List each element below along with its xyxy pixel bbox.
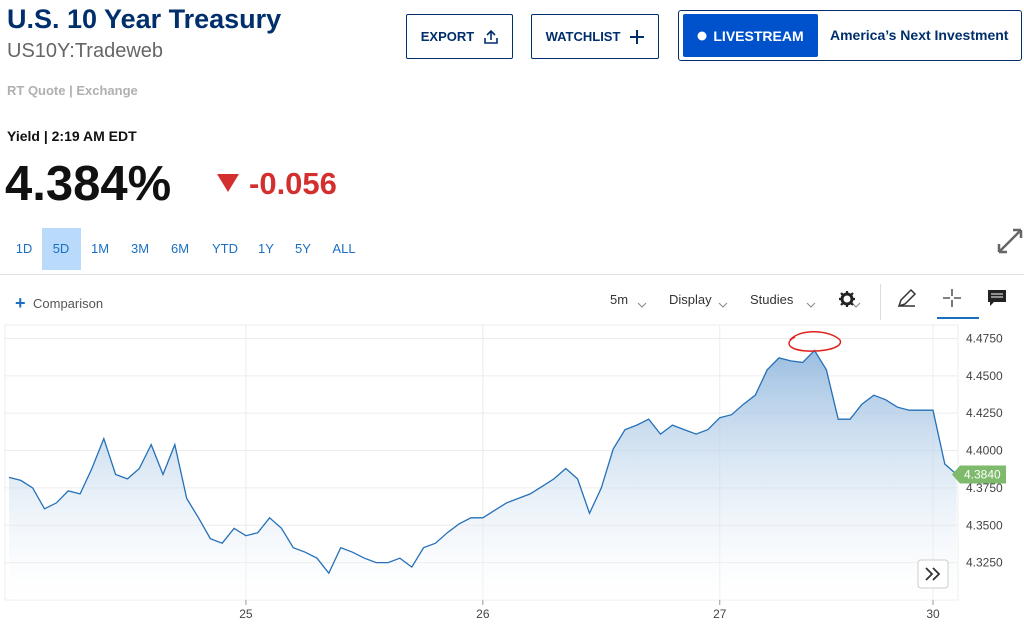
range-tab[interactable]: 1M: [90, 241, 110, 256]
comparison[interactable]: Comparison: [33, 296, 104, 311]
comment-icon[interactable]: [987, 289, 1007, 307]
range-tab[interactable]: 1D: [15, 241, 33, 256]
livestream-button[interactable]: LIVESTREAM: [683, 14, 818, 57]
separator: [0, 274, 1024, 275]
watchlist-label: WATCHLIST: [545, 29, 621, 44]
annotation-circle: [788, 331, 841, 352]
watchlist-button[interactable]: WATCHLIST: [531, 14, 659, 59]
quote-time: Yield | 2:19 AM EDT: [7, 128, 137, 144]
line: [8, 349, 958, 575]
range-tab[interactable]: 1Y: [258, 241, 274, 256]
x-tick-label: 27: [713, 607, 727, 621]
gear-icon[interactable]: [838, 290, 856, 308]
export-icon: [484, 29, 499, 44]
x-tick-label: 25: [239, 607, 253, 621]
crosshair-icon[interactable]: [942, 288, 962, 308]
last-price-tag: [952, 465, 1006, 484]
range-tab[interactable]: 3M: [130, 241, 150, 256]
livestream-box[interactable]: LIVESTREAM America’s Next Investment: [678, 10, 1022, 61]
divider: [880, 284, 881, 320]
livestream-label: LIVESTREAM: [713, 27, 804, 44]
y-tick-label: 4.4750: [966, 331, 1003, 345]
x-tick-label: 30: [926, 607, 940, 621]
range-tab[interactable]: 5D: [52, 241, 70, 256]
selected-tab-bg: [42, 228, 81, 270]
chart: 4.3250 4.3500 4.3750 4.4000 4.4250 4.4500 4.47…: [4, 324, 1006, 621]
plus-icon: [630, 29, 645, 44]
last-price-label: 4.3840: [964, 467, 1001, 481]
promo[interactable]: America’s Next Investment: [830, 27, 1009, 43]
plus-icon: +: [15, 293, 26, 313]
studies[interactable]: Studies: [750, 292, 794, 307]
down-arrow: [217, 174, 239, 192]
range-tab[interactable]: ALL: [332, 241, 356, 256]
y-tick-label: 4.3500: [966, 518, 1003, 532]
active-underline: [937, 317, 979, 319]
expand-icon[interactable]: [997, 228, 1023, 254]
last-price: 4.384%: [5, 157, 172, 211]
y-tick-label: 4.3250: [966, 556, 1003, 570]
y-tick-label: 4.4250: [966, 406, 1003, 420]
export-button[interactable]: EXPORT: [406, 14, 513, 59]
draw-icon[interactable]: [897, 288, 917, 308]
chevrons: [637, 302, 861, 308]
range-tab[interactable]: 6M: [170, 241, 190, 256]
export-label: EXPORT: [420, 29, 475, 44]
interval[interactable]: 5m: [610, 292, 629, 307]
symbol: US10Y:Tradeweb: [7, 40, 164, 62]
range-tab[interactable]: YTD: [212, 241, 238, 256]
quote-source: RT Quote | Exchange: [7, 83, 138, 98]
y-tick-label: 4.4000: [966, 444, 1003, 458]
x-tick-label: 26: [476, 607, 490, 621]
display[interactable]: Display: [669, 292, 712, 307]
y-tick-label: 4.3750: [966, 481, 1003, 495]
live-dot: [697, 31, 707, 40]
scroll-icon: [925, 567, 941, 581]
title: U.S. 10 Year Treasury: [7, 4, 282, 34]
y-tick-label: 4.4500: [966, 369, 1003, 383]
range-tab[interactable]: 5Y: [295, 241, 311, 256]
change: -0.056: [249, 166, 337, 201]
area: [9, 350, 957, 600]
